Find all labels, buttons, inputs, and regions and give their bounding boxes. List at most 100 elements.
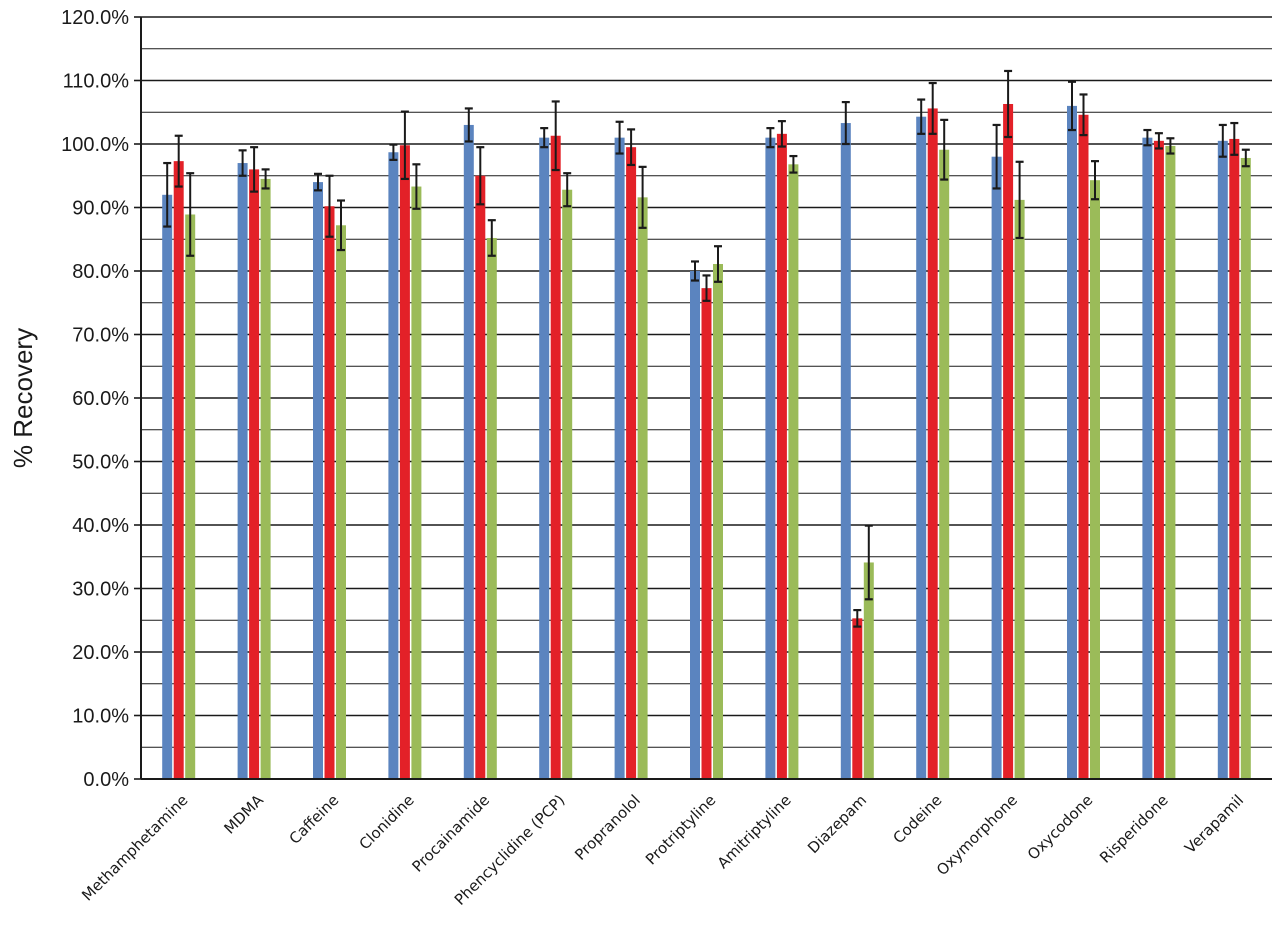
bar-caffeine-s1 bbox=[313, 182, 323, 780]
bar-mdma-s3 bbox=[260, 178, 271, 780]
bar-oxycodone-s3 bbox=[1090, 180, 1100, 779]
bar-procainamide-s2 bbox=[475, 175, 486, 779]
error-bar-amitriptyline-s3 bbox=[789, 154, 798, 174]
y-tick-label: 70.0% bbox=[72, 325, 129, 347]
bar-protriptyline-s3 bbox=[713, 264, 723, 779]
bar-propranolol-s2 bbox=[626, 147, 637, 780]
x-tick-label: Amitriptyline bbox=[714, 791, 795, 872]
error-bar-methamphetamine-s2 bbox=[174, 134, 183, 188]
error-bar-codeine-s1 bbox=[917, 98, 926, 135]
bar-procainamide-s3 bbox=[486, 237, 497, 780]
bar-diazepam-s1 bbox=[840, 123, 851, 780]
y-tick-label: 90.0% bbox=[72, 198, 129, 220]
error-bar-protriptyline-s3 bbox=[714, 245, 722, 283]
error-bar-diazepam-s2 bbox=[853, 608, 862, 628]
bar-verapamil-s2 bbox=[1229, 138, 1240, 780]
error-bar-diazepam-s3 bbox=[864, 524, 873, 601]
x-tick-label: Oxycodone bbox=[1024, 791, 1096, 863]
y-tick-label: 120.0% bbox=[61, 7, 129, 29]
error-bar-clonidine-s3 bbox=[412, 163, 421, 210]
bar-caffeine-s3 bbox=[336, 225, 346, 779]
bar-protriptyline-s2 bbox=[701, 288, 712, 779]
x-tick-label: Caffeine bbox=[286, 791, 343, 848]
error-bar-risperidone-s2 bbox=[1154, 132, 1163, 150]
bar-caffeine-s2 bbox=[324, 206, 335, 780]
error-bar-phencyclidine-pcp--s1 bbox=[540, 127, 549, 149]
x-tick-label: Oxymorphone bbox=[933, 791, 1021, 879]
error-bar-oxycodone-s3 bbox=[1091, 160, 1099, 201]
error-bar-mdma-s1 bbox=[238, 149, 247, 177]
bar-phencyclidine-pcp--s3 bbox=[562, 189, 573, 780]
x-tick-label: Verapamil bbox=[1181, 791, 1247, 857]
error-bar-risperidone-s3 bbox=[1166, 137, 1175, 155]
error-bar-oxymorphone-s1 bbox=[992, 123, 1001, 190]
bar-risperidone-s3 bbox=[1165, 145, 1176, 779]
y-tick-label: 110.0% bbox=[63, 71, 130, 93]
error-bar-diazepam-s1 bbox=[841, 100, 850, 146]
bar-phencyclidine-pcp--s2 bbox=[550, 135, 561, 779]
error-bar-caffeine-s3 bbox=[337, 199, 345, 252]
bar-methamphetamine-s3 bbox=[185, 214, 196, 780]
y-tick-label: 30.0% bbox=[72, 579, 129, 601]
bar-diazepam-s2 bbox=[852, 618, 863, 779]
bar-verapamil-s1 bbox=[1217, 140, 1228, 779]
x-tick-label: Diazepam bbox=[804, 791, 870, 857]
error-bar-amitriptyline-s1 bbox=[766, 127, 775, 149]
bar-verapamil-s3 bbox=[1240, 157, 1251, 780]
y-tick-label: 100.0% bbox=[61, 134, 129, 156]
x-tick-label: Risperidone bbox=[1096, 791, 1172, 867]
bar-risperidone-s1 bbox=[1142, 137, 1153, 779]
bar-methamphetamine-s1 bbox=[162, 194, 173, 780]
y-tick-label: 40.0% bbox=[72, 515, 129, 537]
error-bars bbox=[163, 69, 1250, 628]
error-bar-propranolol-s3 bbox=[638, 165, 647, 229]
bars bbox=[162, 103, 1251, 780]
bar-mdma-s2 bbox=[249, 169, 260, 779]
error-bar-phencyclidine-pcp--s2 bbox=[551, 100, 560, 172]
bar-oxycodone-s1 bbox=[1067, 105, 1077, 779]
bar-oxycodone-s2 bbox=[1078, 114, 1089, 780]
error-bar-protriptyline-s2 bbox=[702, 274, 711, 302]
error-bar-caffeine-s2 bbox=[325, 174, 334, 238]
x-tick-labels: Methamphetamine MDMA Caffeine ClonidineProc… bbox=[78, 791, 1247, 909]
error-bar-clonidine-s1 bbox=[389, 143, 398, 161]
bar-risperidone-s2 bbox=[1153, 140, 1164, 779]
bar-oxymorphone-s2 bbox=[1003, 103, 1014, 780]
error-bar-protriptyline-s1 bbox=[691, 260, 699, 282]
bar-protriptyline-s1 bbox=[690, 271, 700, 779]
bar-oxymorphone-s3 bbox=[1014, 199, 1025, 779]
bar-oxymorphone-s1 bbox=[991, 156, 1002, 779]
error-bar-procainamide-s3 bbox=[487, 219, 496, 257]
error-bar-procainamide-s1 bbox=[464, 107, 473, 143]
bar-amitriptyline-s1 bbox=[765, 137, 776, 779]
error-bar-propranolol-s2 bbox=[627, 128, 636, 167]
error-bar-verapamil-s1 bbox=[1218, 123, 1227, 158]
bar-diazepam-s3 bbox=[863, 562, 874, 779]
error-bar-codeine-s2 bbox=[928, 81, 937, 135]
y-tick-label: 0.0% bbox=[83, 769, 129, 791]
error-bar-methamphetamine-s1 bbox=[163, 161, 172, 228]
error-bar-phencyclidine-pcp--s3 bbox=[563, 172, 572, 208]
error-bar-risperidone-s1 bbox=[1143, 128, 1152, 147]
error-bar-mdma-s2 bbox=[250, 146, 259, 193]
x-tick-label: Procainamide bbox=[409, 791, 494, 876]
x-tick-label: MDMA bbox=[220, 791, 267, 838]
bar-codeine-s1 bbox=[916, 116, 927, 779]
bar-clonidine-s2 bbox=[399, 145, 410, 779]
error-bar-oxymorphone-s3 bbox=[1015, 160, 1024, 240]
error-bar-amitriptyline-s2 bbox=[777, 120, 786, 148]
y-tick-label: 20.0% bbox=[72, 642, 129, 664]
bar-mdma-s1 bbox=[237, 163, 248, 780]
bar-codeine-s2 bbox=[927, 108, 938, 779]
error-bar-clonidine-s2 bbox=[400, 110, 409, 181]
bar-codeine-s3 bbox=[939, 149, 950, 780]
error-bar-procainamide-s2 bbox=[476, 146, 485, 206]
bar-procainamide-s1 bbox=[463, 124, 474, 779]
y-tick-label: 80.0% bbox=[72, 261, 129, 283]
x-tick-label: Methamphetamine bbox=[78, 791, 191, 904]
error-bar-mdma-s3 bbox=[261, 168, 270, 190]
bar-clonidine-s1 bbox=[388, 152, 399, 779]
y-tick-label: 10.0% bbox=[72, 706, 129, 728]
error-bar-verapamil-s3 bbox=[1241, 148, 1250, 168]
